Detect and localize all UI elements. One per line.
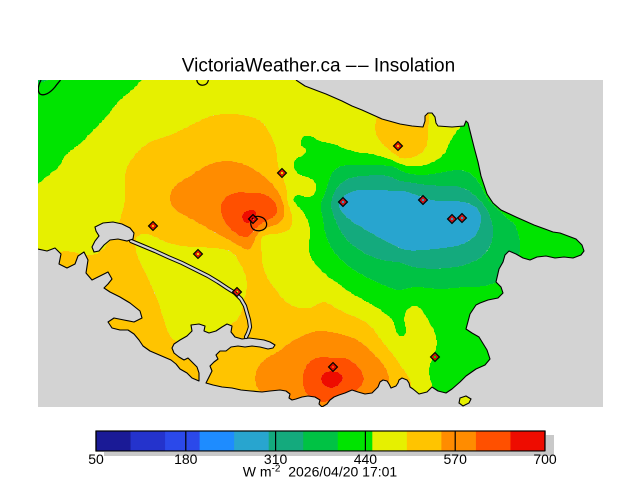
svg-text:W m-2 2026/04/20 17:01: W m-2 2026/04/20 17:01 [243,464,398,480]
svg-text:VictoriaWeather.ca – – Insolat: VictoriaWeather.ca – – Insolation [182,56,455,77]
svg-text:700: 700 [533,451,557,467]
svg-text:50: 50 [88,451,104,467]
svg-text:310: 310 [264,451,288,467]
svg-text:570: 570 [444,451,468,467]
svg-text:180: 180 [174,451,198,467]
svg-text:440: 440 [354,451,378,467]
